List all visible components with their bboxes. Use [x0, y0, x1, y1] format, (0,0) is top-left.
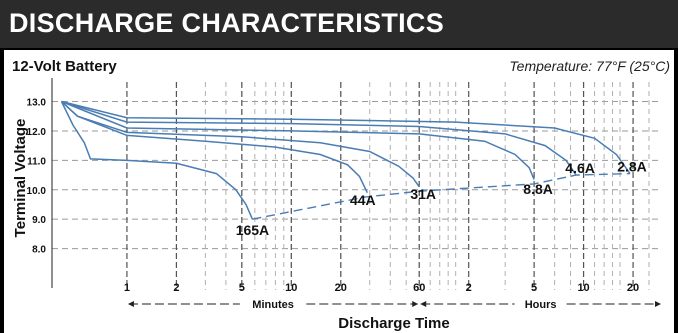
discharge-curve-31A: [60, 100, 420, 188]
discharge-curve-2-8A: [61, 100, 631, 175]
y-tick-label: 12.0: [27, 127, 47, 138]
range-arrow-left: [127, 301, 134, 307]
chart-header: DISCHARGE CHARACTERISTICS: [0, 0, 678, 48]
series-label: 4.6A: [565, 160, 595, 176]
x-tick-label: 20: [335, 282, 347, 294]
series-label: 2.8A: [617, 159, 647, 175]
range-arrow-right: [412, 301, 419, 307]
series-label: 8.8A: [523, 181, 553, 197]
x-tick-label: 60: [413, 282, 425, 294]
chart-subtitle: Temperature: 77°F (25°C): [509, 58, 670, 74]
end-voltage-line: [252, 172, 631, 220]
x-tick-label: 2: [466, 282, 472, 294]
range-label: Hours: [525, 299, 557, 311]
series-label: 44A: [350, 192, 376, 208]
x-tick-label: 20: [627, 282, 639, 294]
discharge-curve-8-8A: [61, 100, 535, 180]
range-label: Minutes: [252, 299, 294, 311]
x-tick-label: 10: [285, 282, 297, 294]
series-layer: [60, 100, 631, 220]
discharge-curve-4-6A: [61, 100, 577, 176]
series-label: 31A: [410, 186, 436, 202]
x-tick-label: 10: [577, 282, 589, 294]
x-tick-label: 2: [173, 282, 179, 294]
grid-layer: [52, 82, 662, 290]
chart-panel: 12-Volt Battery Temperature: 77°F (25°C)…: [4, 50, 674, 333]
chart-title: 12-Volt Battery: [12, 58, 117, 75]
discharge-curve-44A: [60, 100, 368, 194]
y-tick-label: 8.0: [32, 245, 46, 256]
x-tick-label: 1: [124, 282, 130, 294]
y-tick-label: 9.0: [32, 215, 46, 226]
x-tick-label: 5: [531, 282, 537, 294]
series-label: 165A: [236, 222, 269, 238]
y-tick-label: 13.0: [27, 98, 47, 109]
y-tick-label: 10.0: [27, 186, 47, 197]
y-tick-label: 11.0: [27, 156, 46, 167]
x-axis-label: Discharge Time: [338, 315, 449, 332]
discharge-chart: 12-Volt Battery Temperature: 77°F (25°C)…: [12, 58, 670, 332]
axis-layer: 13.0 12.0 11.0 10.0 9.0 8.0 1 2 5 10 20 60 2 5 10 20 Min…: [27, 78, 661, 311]
range-arrow-right: [655, 301, 661, 307]
discharge-curve-165A: [60, 101, 254, 220]
y-axis-label: Terminal Voltage: [12, 119, 29, 238]
chart-header-title: DISCHARGE CHARACTERISTICS: [9, 8, 445, 38]
range-arrow-left: [420, 301, 427, 307]
x-tick-label: 5: [239, 282, 245, 294]
label-layer: 165A 44A 31A 8.8A 4.6A 2.8A: [236, 159, 647, 239]
